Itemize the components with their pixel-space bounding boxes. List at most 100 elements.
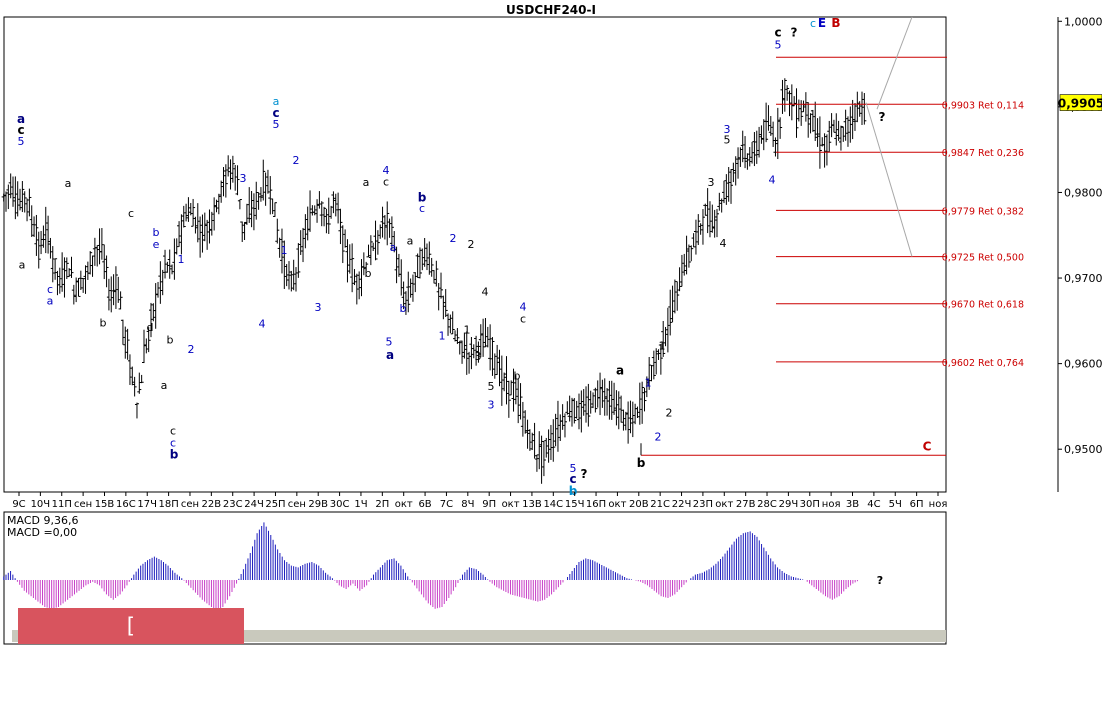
wave-label: 2 xyxy=(188,343,195,356)
ohlc-bar xyxy=(247,187,252,223)
ohlc-bar xyxy=(598,372,603,416)
wave-label: c xyxy=(170,424,176,437)
ohlc-bar xyxy=(511,368,516,412)
ohlc-bar xyxy=(186,197,191,222)
ohlc-bar xyxy=(532,422,537,459)
ohlc-bar xyxy=(265,169,270,194)
wave-label: 4 xyxy=(259,317,266,330)
ohlc-bar xyxy=(34,214,39,256)
ohlc-bar xyxy=(340,225,345,264)
ohlc-bar xyxy=(499,355,504,406)
ohlc-bar xyxy=(462,332,467,359)
ohlc-bar xyxy=(424,243,429,271)
ohlc-bar xyxy=(581,389,586,416)
ohlc-bar xyxy=(177,221,182,247)
ohlc-bar xyxy=(745,153,750,170)
ohlc-bar xyxy=(733,156,738,186)
ohlc-bar xyxy=(303,214,308,249)
ohlc-bar xyxy=(679,254,684,287)
ohlc-bar xyxy=(469,337,474,370)
ohlc-bar xyxy=(263,172,268,206)
ohlc-bar xyxy=(855,91,860,123)
wave-label: c xyxy=(520,312,526,325)
wave-label: 1 xyxy=(645,376,652,389)
ohlc-bar xyxy=(539,435,544,484)
ohlc-bar xyxy=(254,181,259,220)
ohlc-bar xyxy=(132,376,137,397)
ohlc-bar xyxy=(771,121,776,147)
ohlc-bar xyxy=(410,274,415,302)
ohlc-bar xyxy=(408,278,413,298)
wave-label: 4 xyxy=(383,164,390,177)
wave-label: a xyxy=(65,177,72,190)
wave-label: 2 xyxy=(468,238,475,251)
time-axis: 9С 10Ч 11П сен 15В 16С 17Ч 18П сен 22В 23С 24Ч 25П се… xyxy=(12,492,947,510)
chart-title: USDCHF240-I xyxy=(506,3,596,17)
price-tick-label: 1,0000 xyxy=(1064,15,1102,28)
ohlc-bar xyxy=(787,90,792,117)
ohlc-bar xyxy=(394,246,399,284)
time-tick-label: 23С xyxy=(223,499,243,510)
ohlc-bar xyxy=(658,343,663,375)
ohlc-bar xyxy=(616,391,621,430)
ohlc-bar xyxy=(275,218,280,244)
ohlc-bar xyxy=(525,419,530,449)
wave-label: 3 xyxy=(475,350,482,363)
ohlc-bar xyxy=(48,237,53,259)
ohlc-bar xyxy=(497,349,502,387)
ohlc-bar xyxy=(1,193,6,202)
ohlc-bar xyxy=(546,429,551,463)
time-tick-label: 7С xyxy=(440,499,453,510)
ohlc-bar xyxy=(102,244,107,280)
time-tick-label: 9С xyxy=(12,499,25,510)
ohlc-bar xyxy=(661,320,666,357)
ohlc-bar xyxy=(548,424,553,460)
time-tick-label: 29Ч xyxy=(779,499,799,510)
ohlc-bar xyxy=(644,376,649,398)
ohlc-bar xyxy=(81,277,86,293)
ohlc-bar xyxy=(343,229,348,248)
wave-label: b xyxy=(514,370,521,383)
ohlc-bar xyxy=(55,270,60,296)
ohlc-bar xyxy=(294,267,299,292)
ohlc-bar xyxy=(852,103,857,131)
ohlc-bar xyxy=(366,244,371,258)
ohlc-bar xyxy=(534,454,539,472)
ohlc-bar xyxy=(803,92,808,122)
ohlc-bar xyxy=(682,253,687,276)
wave-label: B xyxy=(831,16,840,30)
price-axis: 1,00000,99000,98000,97000,96000,95000,99… xyxy=(1058,15,1102,456)
ohlc-bar xyxy=(691,233,696,248)
ohlc-bar xyxy=(406,271,411,313)
wave-label: 3 xyxy=(724,123,731,136)
ohlc-bar xyxy=(523,410,528,434)
ohlc-bar xyxy=(184,203,189,222)
ohlc-bar xyxy=(780,79,785,114)
macd-panel: ? xyxy=(3,522,883,611)
fibonacci-levels: 0,9903 Ret 0,114 0,9847 Ret 0,236 0,9779 R… xyxy=(640,16,1024,456)
ohlc-bar xyxy=(467,351,472,374)
ohlc-bar xyxy=(151,303,156,322)
ohlc-bar xyxy=(422,238,427,267)
wave-label: c xyxy=(17,123,24,137)
ohlc-bar xyxy=(289,270,294,292)
ohlc-bar xyxy=(198,216,203,258)
wave-label: 2 xyxy=(450,232,457,245)
wave-label: b xyxy=(637,456,646,470)
ohlc-bar xyxy=(436,282,441,311)
ohlc-bar xyxy=(527,429,532,451)
wave-label: a xyxy=(363,176,370,189)
ohlc-bar xyxy=(244,203,249,225)
wave-label: 1 xyxy=(281,244,288,257)
ohlc-bar xyxy=(123,326,128,359)
ohlc-bar xyxy=(39,230,44,255)
ohlc-bar xyxy=(640,381,645,424)
time-tick-label: 21С xyxy=(650,499,670,510)
ohlc-bar xyxy=(354,273,359,305)
ohlc-bar xyxy=(509,380,514,396)
fib-level-label: 0,9670 Ret 0,618 xyxy=(942,300,1024,311)
ohlc-bar xyxy=(492,353,497,379)
ohlc-bar xyxy=(593,387,598,413)
time-tick-label: 2П xyxy=(375,499,389,510)
